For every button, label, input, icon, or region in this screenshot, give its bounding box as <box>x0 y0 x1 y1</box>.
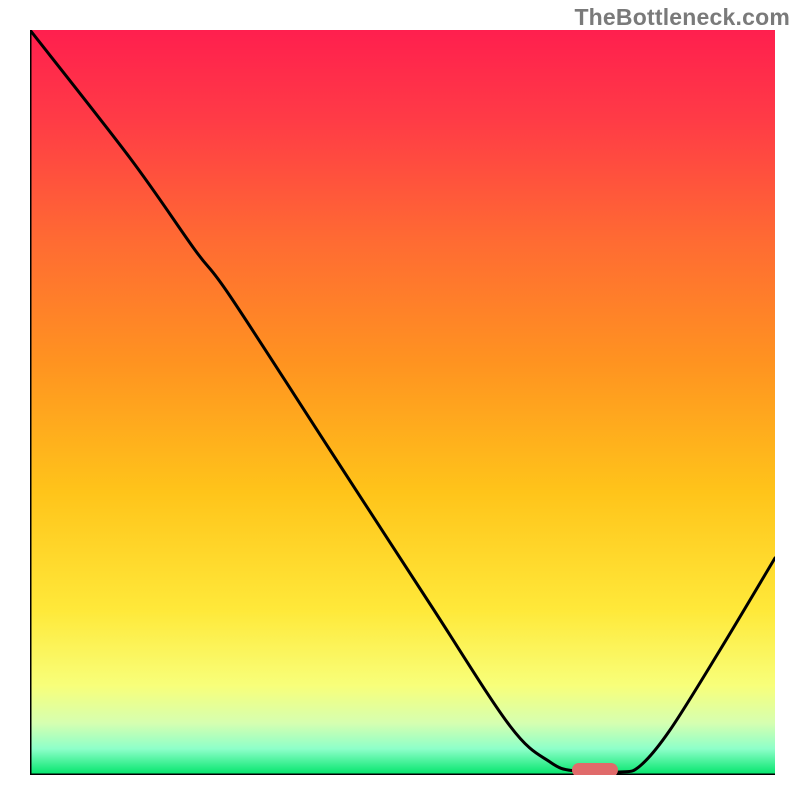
chart-container: TheBottleneck.com <box>0 0 800 800</box>
watermark-text: TheBottleneck.com <box>574 4 790 31</box>
marker-capsule <box>572 763 618 775</box>
chart-svg <box>30 30 775 775</box>
plot-area <box>30 30 775 775</box>
gradient-background <box>30 30 775 775</box>
